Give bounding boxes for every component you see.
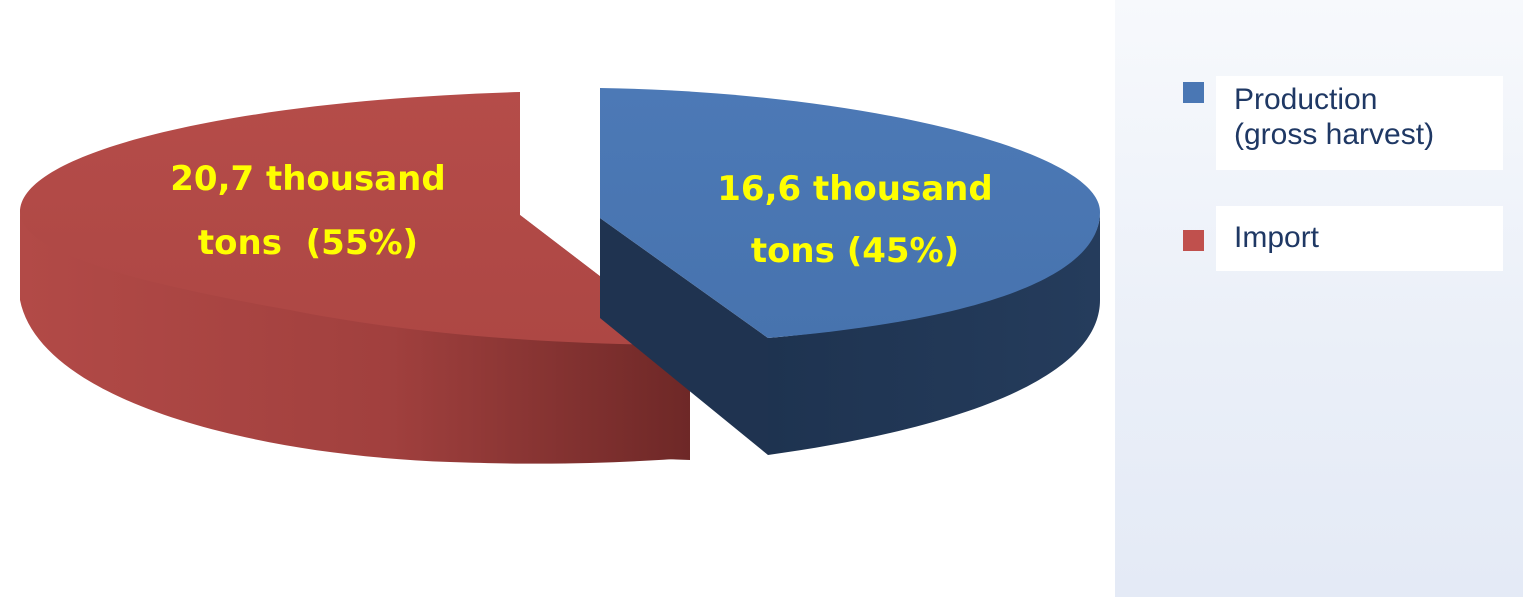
pie-slice-production: 16,6 thousand tons (45%) xyxy=(600,88,1100,455)
pie-slice-production-top xyxy=(600,88,1100,338)
pie-slice-production-label-line1: 16,6 thousand xyxy=(717,169,992,209)
legend-label-box-production: Production (gross harvest) xyxy=(1216,76,1503,170)
pie-slice-production-label-line2: tons (45%) xyxy=(751,231,959,271)
pie-chart-svg: 20,7 thousand tons (55%) 16,6 thousand t… xyxy=(20,88,1100,464)
pie-slice-import-label-line1: 20,7 thousand xyxy=(170,159,445,199)
pie-slice-import: 20,7 thousand tons (55%) xyxy=(20,92,690,464)
pie-slice-import-side-lower xyxy=(20,212,690,464)
pie-slice-production-front xyxy=(600,218,768,455)
pie-slice-import-label-line2: tons (55%) xyxy=(198,223,418,263)
legend-swatch-import xyxy=(1183,230,1204,251)
legend-label-box-import: Import xyxy=(1216,206,1503,271)
pie-slice-production-side xyxy=(768,212,1100,455)
pie-slice-import-top xyxy=(20,92,690,345)
legend-label-production: Production (gross harvest) xyxy=(1234,83,1435,151)
legend-swatch-production xyxy=(1183,82,1204,103)
legend-label-import: Import xyxy=(1234,221,1320,254)
legend: Production (gross harvest) Import xyxy=(1115,0,1523,597)
